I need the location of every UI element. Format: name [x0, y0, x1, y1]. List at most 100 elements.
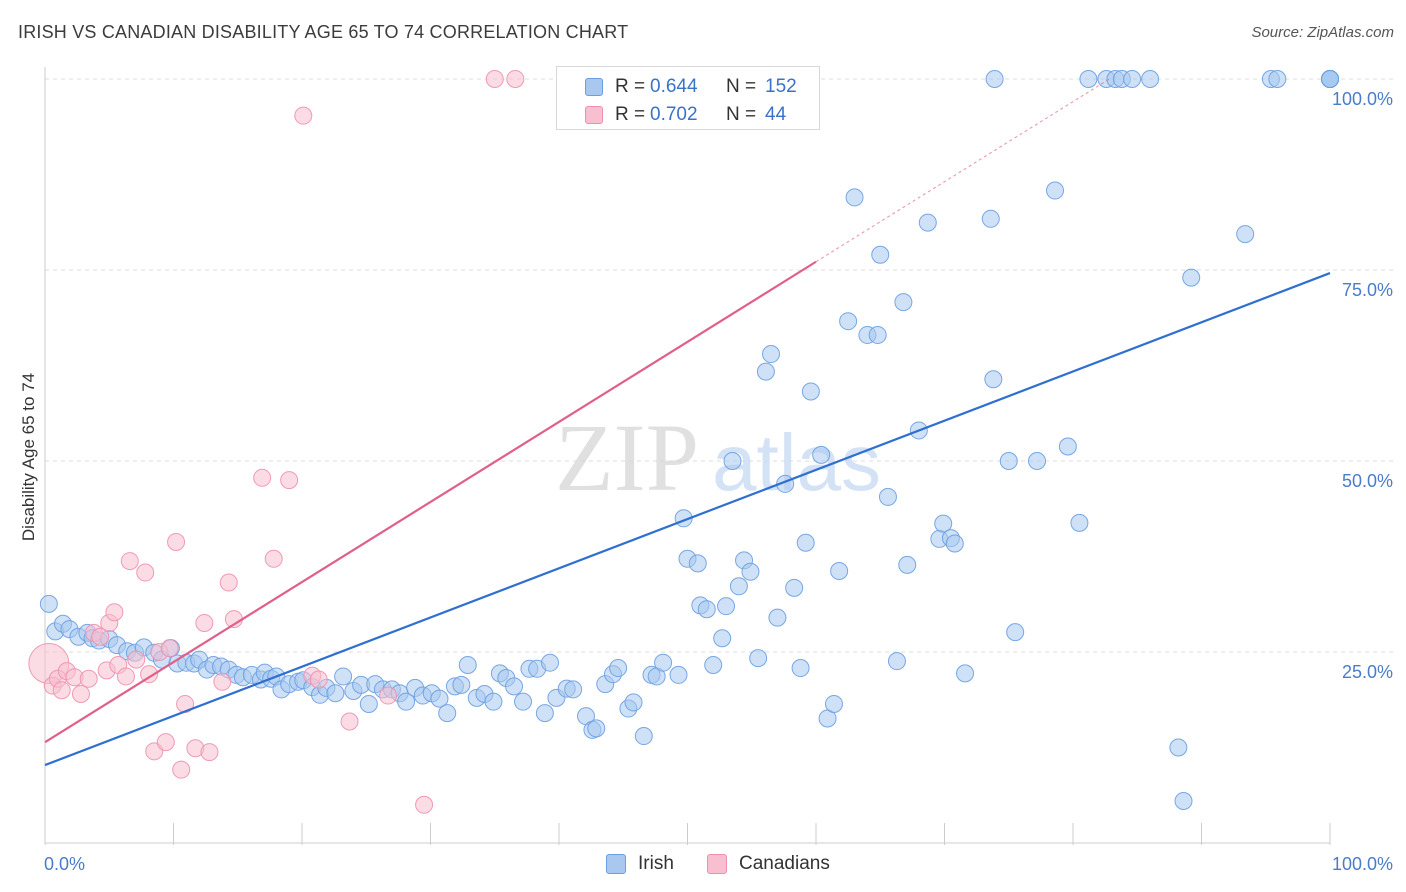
point-canadians	[379, 686, 398, 705]
point-irish	[1070, 513, 1089, 532]
legend-swatch-canadians	[707, 854, 727, 874]
point-irish	[898, 555, 917, 574]
x-tick-label: 100.0%	[1332, 854, 1393, 874]
point-canadians	[120, 552, 139, 571]
point-irish	[1321, 70, 1339, 88]
point-irish	[1169, 738, 1188, 757]
point-irish	[785, 578, 804, 597]
axis-layer	[44, 67, 1331, 845]
point-canadians	[200, 743, 219, 762]
legend-label-canadians: Canadians	[739, 853, 830, 874]
point-irish	[704, 655, 723, 674]
point-irish	[729, 577, 748, 596]
point-canadians	[167, 532, 186, 551]
point-irish	[723, 452, 742, 470]
point-irish	[762, 345, 781, 364]
y-tick-label: 50.0%	[1342, 471, 1393, 491]
y-tick-label: 100.0%	[1332, 89, 1393, 109]
point-irish	[624, 693, 643, 712]
y-tick-label: 25.0%	[1342, 662, 1393, 682]
point-irish	[749, 649, 768, 668]
y-tick-label: 75.0%	[1342, 280, 1393, 300]
point-canadians	[253, 468, 272, 487]
point-irish	[791, 659, 810, 678]
legend-r-value: 0.644	[650, 76, 698, 97]
point-canadians	[105, 603, 124, 622]
point-irish	[430, 689, 449, 708]
y-axis-label: Disability Age 65 to 74	[19, 373, 38, 541]
point-irish	[1182, 268, 1201, 287]
point-canadians	[280, 471, 299, 490]
point-irish	[326, 684, 345, 703]
point-canadians	[140, 665, 159, 684]
trendline-extension-canadians	[815, 78, 1110, 263]
point-irish	[871, 245, 890, 264]
point-canadians	[52, 681, 71, 700]
point-irish	[981, 209, 1000, 228]
point-irish	[452, 675, 471, 694]
point-irish	[985, 70, 1004, 88]
point-irish	[845, 188, 864, 207]
point-irish	[688, 554, 707, 573]
point-irish	[484, 692, 503, 711]
point-irish	[438, 704, 457, 723]
point-irish	[934, 514, 953, 533]
point-canadians	[195, 613, 214, 632]
points-layer	[28, 70, 1339, 814]
point-irish	[824, 694, 843, 713]
point-irish	[887, 652, 906, 671]
point-irish	[984, 370, 1003, 389]
point-canadians	[156, 733, 175, 752]
point-irish	[918, 213, 937, 232]
point-irish	[587, 719, 606, 738]
trend-layer	[44, 78, 1331, 767]
point-irish	[894, 293, 913, 312]
point-irish	[505, 677, 524, 696]
point-irish	[654, 653, 673, 672]
point-irish	[741, 562, 760, 581]
point-irish	[1174, 791, 1193, 810]
point-irish	[1006, 623, 1025, 642]
point-irish	[609, 659, 628, 678]
point-irish	[830, 562, 849, 581]
legend-label-irish: Irish	[638, 853, 674, 874]
point-canadians	[219, 573, 238, 592]
point-irish	[878, 487, 897, 506]
x-tick-label: 0.0%	[44, 854, 85, 874]
point-canadians	[160, 639, 179, 658]
legend-row-irish: R = 0.644 N = 152	[557, 72, 819, 102]
legend-row-canadians: R = 0.702 N = 44	[557, 100, 819, 130]
point-irish	[1123, 70, 1142, 88]
point-irish	[1236, 225, 1255, 244]
point-canadians	[79, 669, 98, 688]
legend-n-label: N =	[726, 76, 757, 97]
point-irish	[541, 653, 560, 672]
point-irish	[801, 382, 820, 401]
point-irish	[458, 655, 477, 674]
trendline-irish	[44, 272, 1331, 767]
legend-n-label: N =	[726, 104, 757, 125]
point-irish	[999, 452, 1018, 470]
point-irish	[717, 597, 736, 616]
point-irish	[839, 312, 858, 331]
watermark-zip: ZIP	[555, 404, 699, 511]
correlation-legend: R = 0.644 N = 152 R = 0.702 N = 44	[556, 66, 820, 130]
point-irish	[713, 629, 732, 648]
legend-swatch-irish	[585, 78, 603, 96]
point-irish	[535, 704, 554, 723]
label-layer: 25.0% 50.0% 75.0% 100.0% 0.0% 100.0% Disabilit…	[19, 89, 1393, 874]
legend-n-value: 152	[765, 76, 797, 97]
point-canadians	[340, 712, 359, 731]
point-irish	[634, 727, 653, 746]
point-canadians	[213, 672, 232, 691]
point-irish	[812, 445, 831, 464]
point-irish	[956, 664, 975, 683]
legend-swatch-irish	[606, 854, 626, 874]
point-irish	[514, 692, 533, 711]
point-canadians	[127, 650, 146, 669]
point-irish	[564, 680, 583, 699]
legend-r-label: R =	[615, 76, 646, 97]
legend-n-value: 44	[765, 104, 787, 125]
point-irish	[1058, 437, 1077, 456]
